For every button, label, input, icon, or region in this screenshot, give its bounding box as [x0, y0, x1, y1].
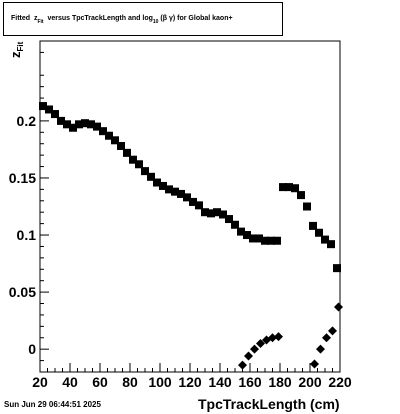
x-tick-label: 80 [122, 374, 138, 390]
title-prefix: Fitted [11, 15, 31, 22]
square-marker [225, 215, 233, 224]
diamond-marker [328, 326, 337, 336]
square-marker [243, 231, 251, 240]
square-marker [315, 228, 323, 237]
square-marker [105, 131, 113, 140]
chart-title: Fitted zFit versus TpcTrackLength and lo… [11, 15, 233, 25]
square-marker [249, 234, 257, 243]
axes: 20 40 60 80 100 120 140 160 180 200 220 0 0.05 0.1 0.1… [9, 40, 352, 390]
square-marker [237, 227, 245, 236]
x-tick-label: 140 [208, 374, 232, 390]
square-marker [297, 191, 305, 200]
diamond-marker [334, 302, 343, 312]
square-marker [267, 236, 275, 245]
square-marker [273, 236, 281, 245]
square-marker [159, 181, 167, 190]
diamond-marker [244, 351, 253, 361]
x-tick-label: 200 [298, 374, 322, 390]
square-marker [219, 210, 227, 219]
y-tick-label: 0.1 [17, 227, 37, 243]
square-marker [129, 155, 137, 164]
x-tick-label: 160 [238, 374, 262, 390]
square-marker [153, 178, 161, 187]
square-marker [87, 120, 95, 129]
square-marker [39, 102, 47, 111]
square-marker [183, 193, 191, 202]
diamond-marker [256, 338, 265, 348]
square-marker [309, 221, 317, 230]
title-middle: versus TpcTrackLength and log [47, 15, 153, 22]
square-marker [171, 187, 179, 196]
square-marker [303, 202, 311, 211]
square-marker [177, 189, 185, 198]
square-marker [285, 183, 293, 192]
diamond-marker [322, 333, 331, 343]
diamond-marker [310, 359, 319, 369]
diamond-marker [316, 344, 325, 354]
square-marker [99, 127, 107, 136]
y-axis-label: zFit [8, 41, 25, 58]
diamond-marker [238, 360, 247, 370]
square-marker [207, 209, 215, 218]
y-axis-label-z: zFit [8, 41, 25, 58]
y-axis-label-sub: Fit [16, 41, 25, 51]
square-marker [327, 240, 335, 249]
title-gamma: γ [168, 15, 173, 22]
title-log-sub: 10 [152, 19, 159, 25]
square-marker [321, 235, 329, 244]
y-tick-label: 0 [28, 341, 36, 357]
x-tick-label: 40 [62, 374, 78, 390]
square-marker [165, 185, 173, 194]
square-marker [231, 220, 239, 229]
square-marker [291, 184, 299, 193]
timestamp: Sun Jun 29 06:44:51 2025 [4, 400, 101, 409]
square-marker [111, 136, 119, 145]
square-marker [69, 123, 77, 132]
square-marker [189, 197, 197, 206]
square-marker [123, 148, 131, 157]
x-tick-label: 60 [92, 374, 108, 390]
y-tick-label: 0.15 [9, 170, 36, 186]
square-marker [261, 236, 269, 245]
square-marker [117, 142, 125, 151]
x-tick-label: 180 [268, 374, 292, 390]
square-marker [147, 172, 155, 181]
square-marker [333, 264, 341, 273]
x-tick-label: 120 [178, 374, 202, 390]
title-suffix: ) for Global kaon+ [172, 15, 233, 22]
square-marker [75, 120, 83, 129]
data-markers [39, 102, 343, 370]
square-marker [141, 167, 149, 176]
square-marker [255, 234, 263, 243]
square-marker [81, 119, 89, 128]
square-marker [57, 116, 65, 125]
title-beta: β [162, 15, 168, 22]
x-axis-label: TpcTrackLength (cm) [198, 396, 340, 412]
title-box: Fitted zFit versus TpcTrackLength and lo… [3, 2, 283, 36]
diamond-marker [274, 332, 283, 342]
square-marker [135, 160, 143, 169]
x-tick-label: 220 [328, 374, 352, 390]
diamond-marker [268, 333, 277, 343]
x-tick-label: 20 [32, 374, 48, 390]
y-tick-label: 0.05 [9, 284, 36, 300]
square-marker [93, 122, 101, 131]
y-tick-label: 0.2 [17, 113, 37, 129]
square-marker [201, 208, 209, 217]
square-marker [51, 110, 59, 119]
x-tick-label: 100 [148, 374, 172, 390]
square-marker [63, 120, 71, 129]
title-z: z [33, 15, 38, 22]
square-marker [195, 201, 203, 210]
title-z-sub: Fit [37, 19, 44, 25]
square-marker [45, 105, 53, 114]
plot-frame [39, 40, 341, 373]
diamond-marker [250, 344, 259, 354]
square-marker [279, 183, 287, 192]
title-paren: ( [160, 15, 163, 22]
square-marker [213, 208, 221, 217]
